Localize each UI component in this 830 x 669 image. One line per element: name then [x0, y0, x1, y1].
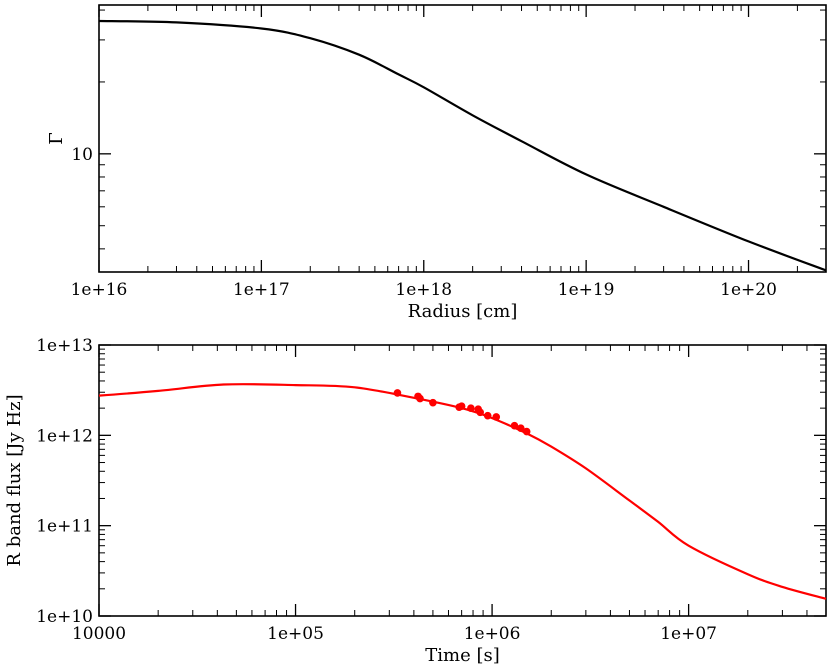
- x-tick-label: 1e+16: [71, 280, 128, 300]
- data-point: [393, 389, 402, 397]
- data-point: [476, 408, 484, 417]
- y-tick-label: 10: [71, 145, 93, 165]
- data-point: [483, 411, 492, 420]
- plot-frame-bottom: [98, 344, 827, 617]
- x-tick-label: 1e+17: [233, 280, 290, 300]
- x-ticks-top: 1e+16 1e+17 1e+18 1e+19 1e+20: [71, 5, 777, 300]
- data-point: [416, 394, 424, 403]
- y-ticks-bottom: 1e+10 1e+11 1e+12 1e+13: [36, 336, 826, 627]
- data-point: [429, 398, 437, 407]
- y-tick-label: 1e+10: [36, 607, 93, 627]
- series-line: [98, 19, 827, 272]
- x-tick-label: 1e+06: [464, 624, 521, 644]
- minor-ticks-top: [99, 5, 826, 272]
- x-axis-label-bottom: Time [s]: [425, 645, 500, 666]
- data-point: [467, 404, 475, 412]
- y-tick-label: 1e+12: [36, 426, 93, 446]
- x-tick-label: 1e+05: [267, 624, 324, 644]
- x-tick-label: 1e+07: [660, 624, 717, 644]
- y-axis-label-top: Γ: [46, 132, 67, 145]
- minor-ticks-bottom: [99, 345, 826, 616]
- data-point: [492, 413, 501, 421]
- series-top: [98, 19, 827, 272]
- x-tick-label: 1e+18: [395, 280, 452, 300]
- y-tick-label: 1e+11: [36, 517, 93, 537]
- gamma-vs-radius-panel: 1e+16 1e+17 1e+18 1e+19 1e+20 10 Radius [cm]…: [46, 4, 827, 322]
- x-axis-label-top: Radius [cm]: [408, 301, 518, 322]
- series-bottom: [98, 383, 827, 600]
- y-tick-label: 1e+13: [36, 336, 93, 356]
- data-point: [517, 424, 525, 432]
- flux-vs-time-panel: 10000 1e+05 1e+06 1e+07 1e+101e+111e+121e+1…: [4, 336, 827, 666]
- x-tick-label: 1e+19: [558, 280, 615, 300]
- data-point: [457, 402, 466, 411]
- data-point: [510, 421, 519, 430]
- x-tick-label: 10000: [72, 624, 126, 644]
- y-ticks-top: 10: [71, 145, 826, 165]
- data-point: [522, 427, 531, 436]
- series-line: [98, 383, 827, 600]
- x-tick-label: 1e+20: [720, 280, 777, 300]
- plot-frame-top: [98, 4, 827, 273]
- y-axis-label-bottom: R band flux [Jy Hz]: [4, 394, 25, 566]
- x-ticks-bottom: 10000 1e+05 1e+06 1e+07: [72, 345, 717, 644]
